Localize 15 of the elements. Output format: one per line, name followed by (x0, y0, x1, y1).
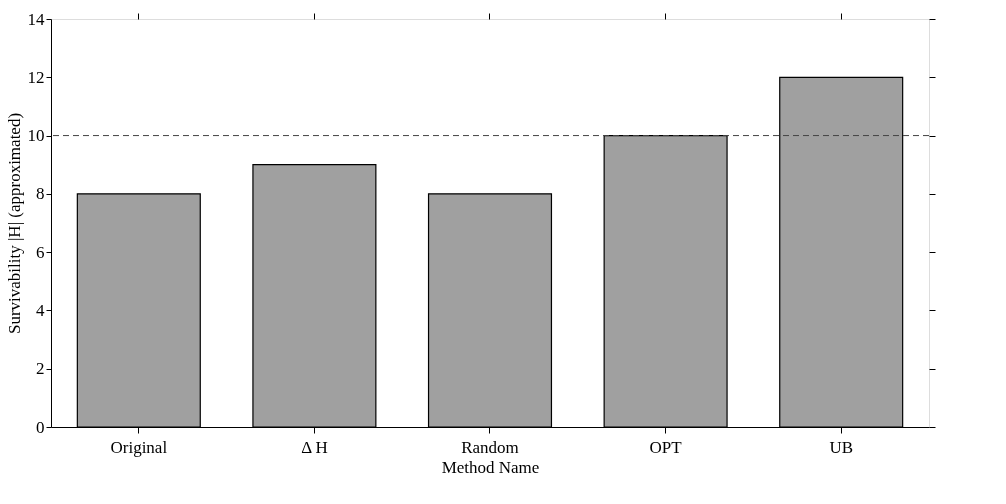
y-tick-label: 4 (36, 300, 45, 320)
y-tick-label: 12 (27, 67, 45, 87)
x-tick-label: Random (461, 437, 519, 457)
y-tick-label: 0 (36, 417, 45, 437)
y-tick-label: 2 (36, 359, 45, 379)
x-tick-label: OPT (649, 437, 683, 457)
x-axis-title: Method Name (441, 457, 540, 477)
y-axis-title: Survivability |H| (approximated) (4, 112, 24, 335)
y-tick-label: 14 (27, 9, 45, 29)
y-tick-label: 10 (27, 126, 45, 146)
x-tick-label: Original (110, 437, 168, 457)
y-tick-label: 6 (36, 242, 45, 262)
x-tick-label: Δ H (301, 437, 328, 457)
x-tick-label: UB (829, 437, 854, 457)
y-tick-label: 8 (36, 184, 45, 204)
